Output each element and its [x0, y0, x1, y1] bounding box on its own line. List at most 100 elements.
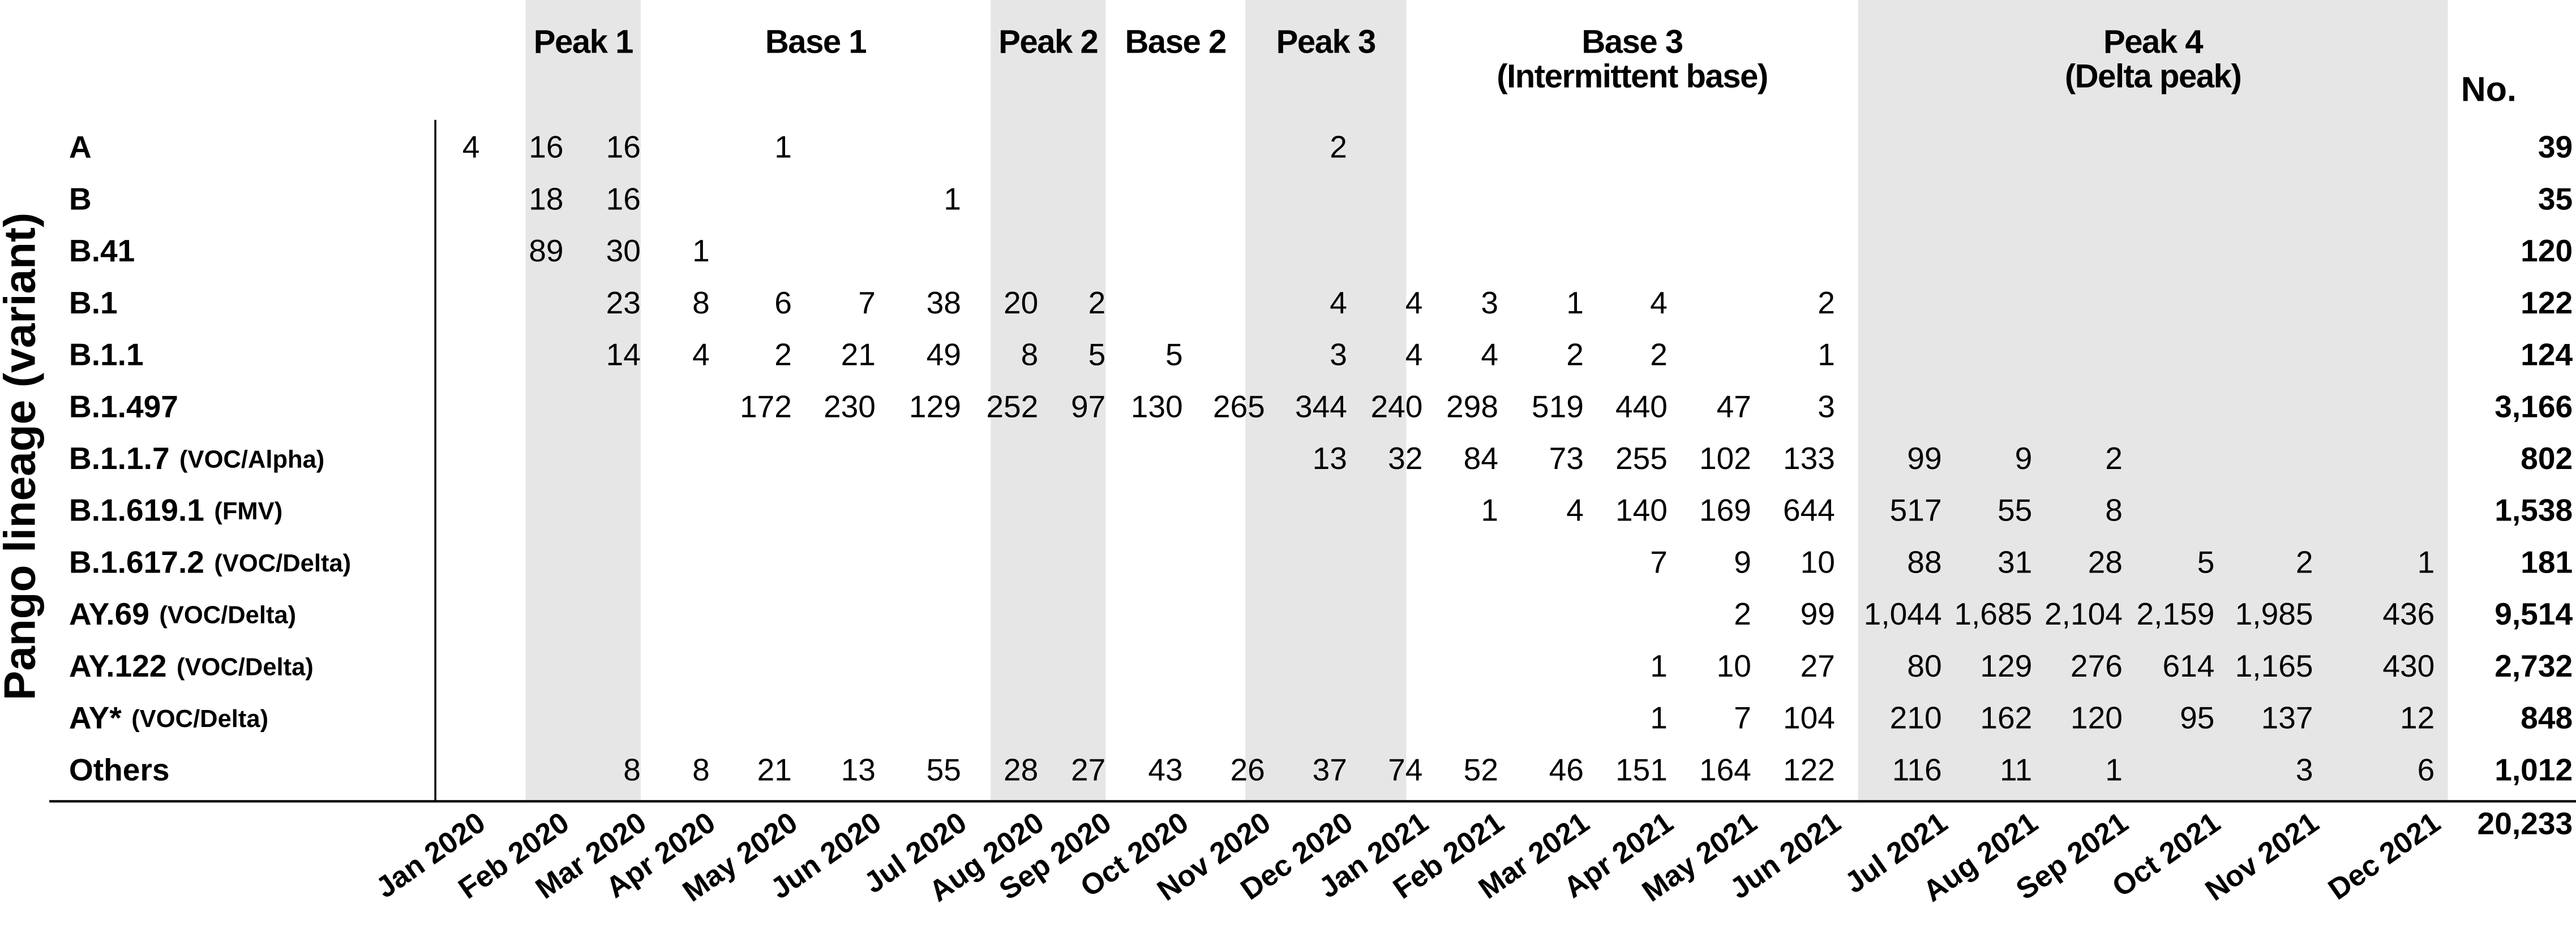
count-cell: 99	[1801, 596, 1835, 631]
shading	[525, 0, 2448, 802]
count-cell: 5	[2197, 544, 2215, 579]
period-title: Base 1	[765, 24, 867, 61]
count-cell: 31	[1998, 544, 2032, 579]
row-total: 120	[2521, 233, 2573, 268]
count-cell: 4	[1481, 337, 1498, 372]
count-cell: 20	[1004, 285, 1038, 320]
lineage-note: (VOC/Delta)	[159, 601, 296, 629]
y-axis-label: Pango lineage (variant)	[0, 213, 44, 700]
count-cell: 97	[1071, 389, 1105, 424]
count-cell: 120	[2071, 700, 2123, 735]
row-total: 2,732	[2494, 648, 2573, 683]
count-cell: 102	[1699, 441, 1751, 476]
lineage-label: AY* (VOC/Delta)	[69, 700, 268, 735]
count-cell: 440	[1615, 389, 1668, 424]
count-cell: 9	[1734, 544, 1751, 579]
count-cell: 3	[2296, 752, 2313, 787]
count-cell: 89	[529, 233, 563, 268]
count-cell: 2	[1566, 337, 1584, 372]
count-cell: 6	[774, 285, 792, 320]
period-shade	[1245, 0, 1407, 802]
lineage-label: B.1.619.1 (FMV)	[69, 493, 282, 528]
count-cell: 519	[1532, 389, 1584, 424]
count-cell: 55	[1998, 493, 2032, 528]
row-total: 122	[2521, 285, 2573, 320]
period-title: Peak 4	[2103, 24, 2203, 61]
count-cell: 7	[1734, 700, 1751, 735]
count-cell: 344	[1295, 389, 1347, 424]
count-cell: 13	[1313, 441, 1347, 476]
count-cell: 11	[2000, 752, 2032, 787]
count-cell: 74	[1388, 752, 1422, 787]
period-title: Peak 1	[534, 24, 633, 61]
count-cell: 140	[1615, 493, 1668, 528]
count-cell: 2	[1734, 596, 1751, 631]
count-cell: 21	[757, 752, 792, 787]
count-cell: 2	[1088, 285, 1106, 320]
count-cell: 18	[529, 181, 563, 216]
period-shade	[525, 0, 641, 802]
lineage-note: (VOC/Alpha)	[179, 446, 324, 473]
count-cell: 130	[1131, 389, 1183, 424]
count-cell: 43	[1148, 752, 1182, 787]
count-cell: 2	[1818, 285, 1835, 320]
lineage-note: (FMV)	[214, 498, 282, 525]
count-cell: 27	[1801, 648, 1835, 683]
count-cell: 3	[1481, 285, 1498, 320]
count-cell: 8	[2105, 493, 2123, 528]
period-shade	[991, 0, 1106, 802]
count-cell: 4	[1650, 285, 1668, 320]
count-cell: 122	[1783, 752, 1835, 787]
period-title: Base 3	[1581, 24, 1683, 61]
count-cell: 10	[1801, 544, 1835, 579]
count-cell: 5	[1088, 337, 1106, 372]
count-cell: 5	[1165, 337, 1183, 372]
count-cell: 1,165	[2235, 648, 2313, 683]
count-cell: 2	[2105, 441, 2123, 476]
count-cell: 1	[2105, 752, 2123, 787]
count-cell: 104	[1783, 700, 1835, 735]
row-total: 181	[2521, 544, 2573, 579]
count-cell: 95	[2180, 700, 2214, 735]
count-cell: 28	[1004, 752, 1038, 787]
count-cell: 23	[606, 285, 641, 320]
count-cell: 55	[927, 752, 961, 787]
count-cell: 3	[1818, 389, 1835, 424]
count-cell: 133	[1783, 441, 1835, 476]
row-total: 802	[2521, 441, 2573, 476]
count-cell: 169	[1699, 493, 1751, 528]
row-total: 124	[2521, 337, 2573, 372]
lineage-label: B.1.497	[69, 389, 178, 424]
row-total: 848	[2521, 700, 2573, 735]
row-total: 3,166	[2494, 389, 2573, 424]
count-cell: 4	[1405, 285, 1423, 320]
count-cell: 1	[2418, 544, 2435, 579]
count-cell: 2	[1330, 130, 1347, 165]
lineage-label: AY.122 (VOC/Delta)	[69, 648, 314, 683]
period-shade	[1858, 0, 2448, 802]
count-cell: 255	[1615, 441, 1668, 476]
count-cell: 1	[1566, 285, 1584, 320]
period-subtitle: (Delta peak)	[2065, 58, 2241, 95]
count-cell: 28	[2088, 544, 2123, 579]
count-cell: 1	[692, 233, 710, 268]
count-cell: 517	[1890, 493, 1942, 528]
lineage-label: B.1	[69, 285, 118, 320]
count-cell: 162	[1980, 700, 2032, 735]
month-label: Dec 2021	[2322, 806, 2446, 906]
count-cell: 1	[944, 181, 961, 216]
period-subtitle: (Intermittent base)	[1497, 58, 1768, 95]
count-cell: 4	[1566, 493, 1584, 528]
count-cell: 16	[606, 130, 641, 165]
count-cell: 116	[1892, 752, 1942, 787]
count-cell: 1	[1650, 700, 1668, 735]
count-cell: 16	[606, 181, 641, 216]
count-cell: 32	[1388, 441, 1422, 476]
count-cell: 12	[2400, 700, 2434, 735]
count-cell: 27	[1071, 752, 1105, 787]
period-title: Peak 2	[998, 24, 1098, 61]
count-cell: 88	[1907, 544, 1941, 579]
lineage-label: A	[69, 130, 92, 165]
lineage-label: B.1.617.2 (VOC/Delta)	[69, 544, 351, 579]
count-cell: 2,104	[2044, 596, 2123, 631]
